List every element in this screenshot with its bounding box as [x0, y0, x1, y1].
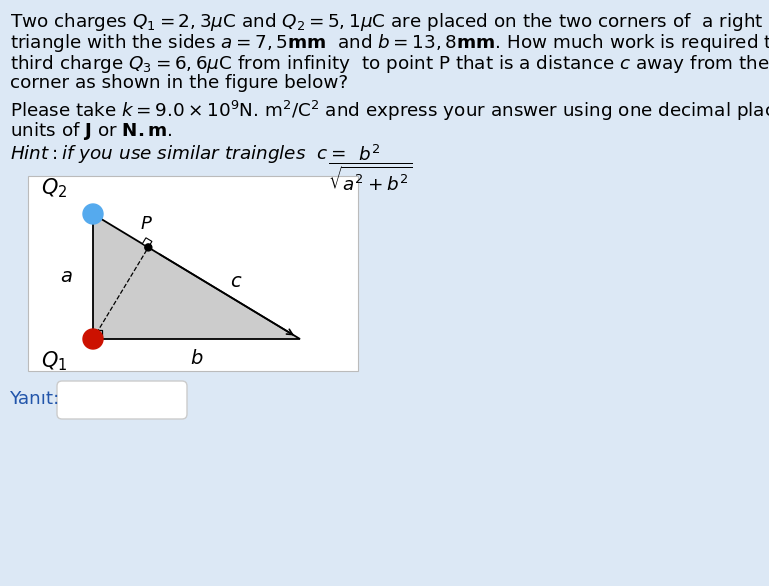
Circle shape [83, 204, 103, 224]
Polygon shape [93, 214, 300, 339]
Text: $c$: $c$ [230, 272, 242, 291]
Circle shape [145, 244, 151, 251]
Text: units of $\mathbf{J}$ or $\mathbf{N.m}$.: units of $\mathbf{J}$ or $\mathbf{N.m}$. [10, 120, 173, 142]
Text: triangle with the sides $a = 7, 5\mathbf{mm}$  and $b = 13, 8\mathbf{mm}$. How m: triangle with the sides $a = 7, 5\mathbf… [10, 32, 769, 54]
Text: Yanıt:: Yanıt: [10, 390, 60, 408]
Text: $\dfrac{b^2}{\sqrt{a^2+b^2}}$: $\dfrac{b^2}{\sqrt{a^2+b^2}}$ [328, 143, 412, 193]
Polygon shape [142, 238, 152, 247]
Text: corner as shown in the figure below?: corner as shown in the figure below? [10, 74, 348, 92]
Text: $Q_1$: $Q_1$ [41, 349, 67, 373]
FancyBboxPatch shape [28, 176, 358, 371]
Text: $Q_2$: $Q_2$ [41, 176, 67, 200]
Text: $a$: $a$ [60, 267, 73, 286]
Circle shape [83, 329, 103, 349]
FancyBboxPatch shape [57, 381, 187, 419]
Text: $\bf\mathit{Hint}$$\mathit{ : if\ you\ use\ similar\ traingles\ \ c = }$: $\bf\mathit{Hint}$$\mathit{ : if\ you\ u… [10, 143, 346, 165]
Text: $P$: $P$ [140, 216, 153, 233]
Text: Please take $k = 9.0 \times 10^9$N. m$^2$/C$^2$ and express your answer using on: Please take $k = 9.0 \times 10^9$N. m$^2… [10, 99, 769, 123]
Text: Two charges $Q_1 = 2, 3\mu$C and $Q_2 = 5, 1\mu$C are placed on the two corners : Two charges $Q_1 = 2, 3\mu$C and $Q_2 = … [10, 11, 764, 33]
Text: third charge $Q_3 = 6, 6\mu$C from infinity  to point P that is a distance $c$ a: third charge $Q_3 = 6, 6\mu$C from infin… [10, 53, 769, 75]
Text: $b$: $b$ [190, 349, 203, 369]
